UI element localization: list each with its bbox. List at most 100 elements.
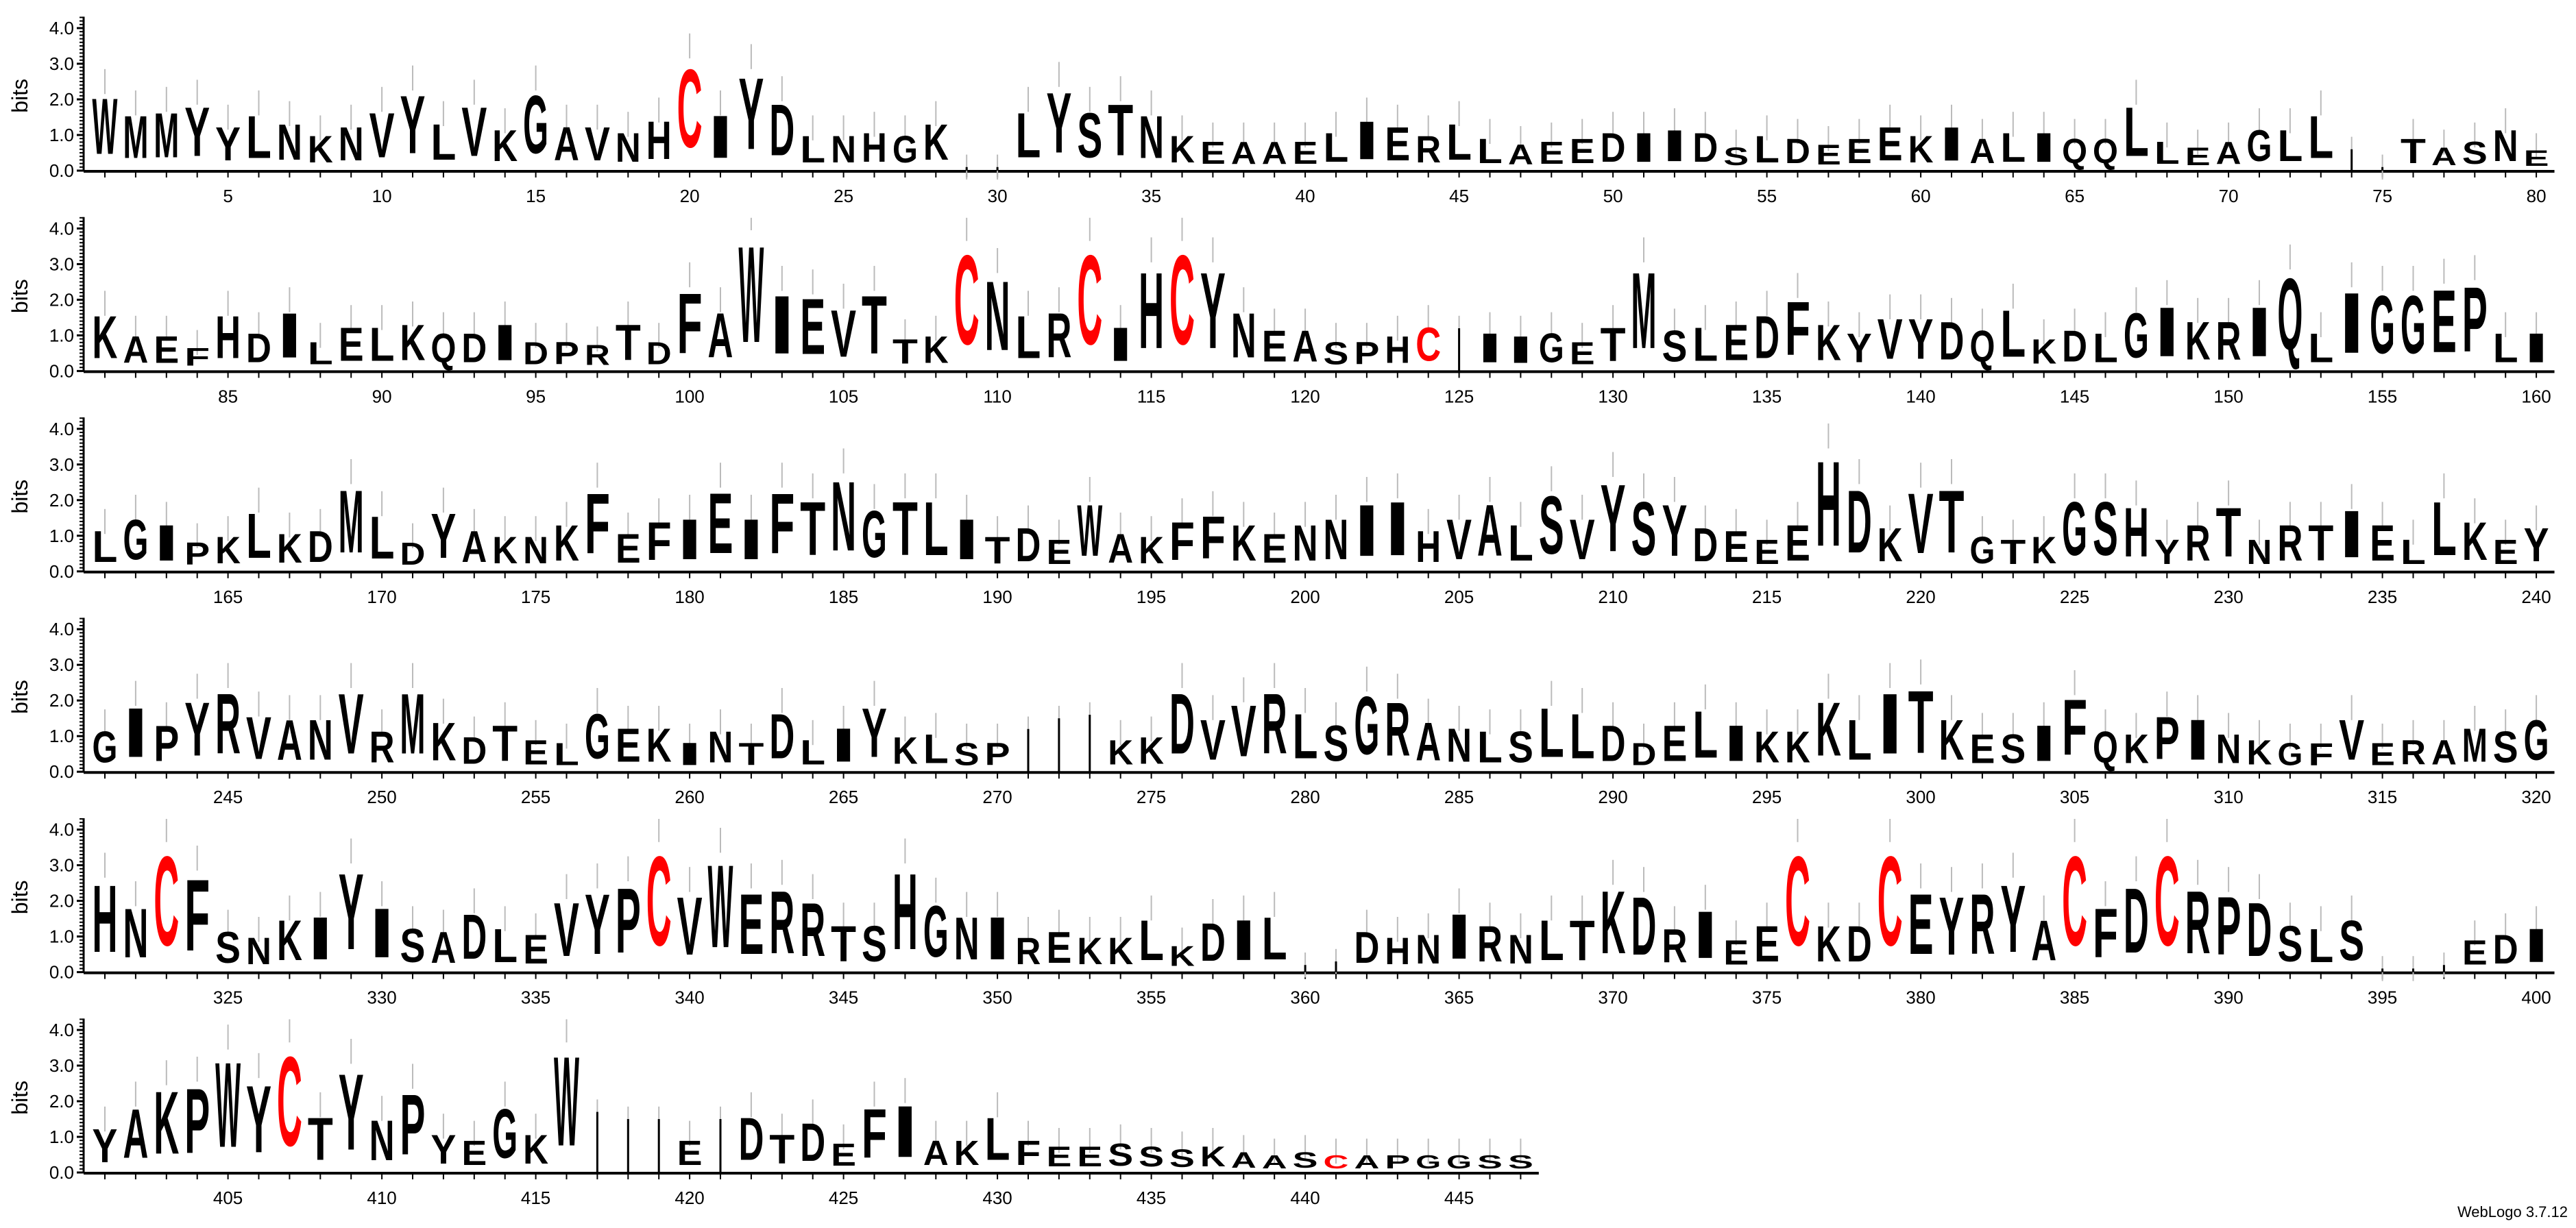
x-tick-label: 375 <box>1752 987 1782 1008</box>
logo-letter-Y: Y <box>1200 251 1226 371</box>
logo-letter-G: G <box>2277 736 2302 772</box>
logo-letter-L: L <box>1539 693 1564 772</box>
logo-letter-W: W <box>1077 490 1102 572</box>
logo-letter-L: L <box>800 733 825 772</box>
logo-letter-D: D <box>1847 471 1872 572</box>
logo-letter-R: R <box>1415 129 1441 171</box>
y-tick-label: 0.0 <box>49 160 74 181</box>
logo-letter-K: K <box>308 129 333 171</box>
logo-letter-R: R <box>1969 876 1995 972</box>
logo-letter-Y: Y <box>1908 308 1934 371</box>
logo-letter-E: E <box>461 1134 487 1173</box>
logo-letter-V: V <box>1200 709 1226 772</box>
logo-letter-D: D <box>1601 715 1626 772</box>
x-tick-label: 370 <box>1598 987 1627 1008</box>
logo-letter-I: I <box>1662 121 1687 171</box>
logo-letter-K: K <box>1816 314 1841 371</box>
logo-letter-P: P <box>400 1076 426 1172</box>
logo-letter-I: I <box>769 278 794 371</box>
logo-letter-L: L <box>1692 317 1718 371</box>
y-axis-label: bits <box>8 1081 32 1115</box>
x-tick-label: 185 <box>829 587 858 607</box>
logo-letter-K: K <box>1754 723 1779 772</box>
logo-letter-K: K <box>492 121 518 171</box>
logo-letter-E: E <box>2370 736 2395 772</box>
logo-letter-I: I <box>1939 118 1965 171</box>
logo-letter-I: I <box>1231 908 1256 972</box>
logo-letter-T: T <box>892 332 918 371</box>
logo-letter-L: L <box>2308 103 2333 171</box>
x-tick-label: 55 <box>1757 186 1777 206</box>
logo-letter-C: C <box>2062 829 2087 972</box>
logo-letter-S: S <box>1477 1151 1503 1172</box>
logo-letter-C: C <box>677 46 703 171</box>
x-tick-label: 170 <box>367 587 396 607</box>
logo-letter-G: G <box>2062 487 2087 572</box>
gap-column <box>1027 728 1030 772</box>
gap-column <box>2381 167 2384 171</box>
logo-letter-M: M <box>1631 250 1657 371</box>
logo-letter-L: L <box>1847 709 1872 772</box>
logo-letter-A: A <box>2431 143 2457 171</box>
logo-letter-C: C <box>1077 228 1102 371</box>
logo-letter-I: I <box>277 300 302 371</box>
logo-letter-F: F <box>677 275 703 371</box>
logo-letter-I: I <box>1354 110 1379 171</box>
x-tick-label: 180 <box>675 587 704 607</box>
logo-letter-T: T <box>831 916 856 972</box>
logo-letter-P: P <box>985 736 1010 772</box>
logo-letter-T: T <box>1908 672 1934 772</box>
logo-letter-F: F <box>769 476 794 572</box>
logo-letter-I: I <box>985 905 1010 972</box>
logo-letter-N: N <box>339 117 364 171</box>
logo-letter-Q: Q <box>1969 321 1995 371</box>
logo-letter-L: L <box>2124 93 2149 171</box>
logo-letter-A: A <box>123 1095 148 1173</box>
logo-letter-Y: Y <box>184 686 210 772</box>
gap-column <box>2350 149 2353 171</box>
x-tick-label: 135 <box>1752 386 1782 406</box>
logo-letter-Y: Y <box>862 693 887 772</box>
logo-letter-I: I <box>831 719 856 772</box>
x-tick-label: 5 <box>223 186 232 206</box>
logo-letter-A: A <box>554 117 579 171</box>
logo-letter-Q: Q <box>2062 132 2087 171</box>
logo-letter-W: W <box>708 842 733 973</box>
x-tick-label: 410 <box>367 1188 396 1208</box>
logo-letter-H: H <box>1385 931 1410 973</box>
logo-letter-A: A <box>1231 1148 1256 1172</box>
y-tick-label: 3.0 <box>49 1055 74 1076</box>
logo-letter-I: I <box>954 508 980 572</box>
logo-letter-V: V <box>585 118 610 171</box>
y-axis-label: bits <box>8 680 32 714</box>
y-tick-label: 2.0 <box>49 490 74 511</box>
logo-letter-N: N <box>1231 299 1256 371</box>
logo-letter-F: F <box>862 1094 887 1173</box>
x-tick-label: 320 <box>2521 787 2551 807</box>
x-tick-label: 65 <box>2065 186 2085 206</box>
logo-letter-P: P <box>1385 1151 1410 1172</box>
logo-letter-Y: Y <box>2524 519 2549 572</box>
x-tick-label: 110 <box>983 386 1011 406</box>
logo-letter-E: E <box>1262 321 1287 371</box>
logo-letter-R: R <box>2277 514 2302 572</box>
logo-letter-R: R <box>2401 733 2426 772</box>
x-tick-label: 125 <box>1444 386 1474 406</box>
x-tick-label: 60 <box>1911 186 1931 206</box>
y-tick-label: 2.0 <box>49 690 74 711</box>
gap-column <box>1335 961 1337 972</box>
logo-letter-S: S <box>1539 479 1564 572</box>
logo-letter-K: K <box>923 330 949 372</box>
logo-letter-K: K <box>1139 530 1164 572</box>
logo-letter-S: S <box>2339 909 2364 972</box>
logo-letter-K: K <box>1601 872 1626 972</box>
logo-letter-L: L <box>2000 124 2026 171</box>
logo-letter-S: S <box>1139 1141 1164 1172</box>
logo-letter-C: C <box>954 228 980 371</box>
logo-letter-L: L <box>1477 132 1503 171</box>
logo-letter-T: T <box>492 716 518 772</box>
x-tick-label: 85 <box>218 386 238 406</box>
gap-column <box>1304 965 1307 972</box>
logo-letter-I: I <box>1385 487 1410 572</box>
